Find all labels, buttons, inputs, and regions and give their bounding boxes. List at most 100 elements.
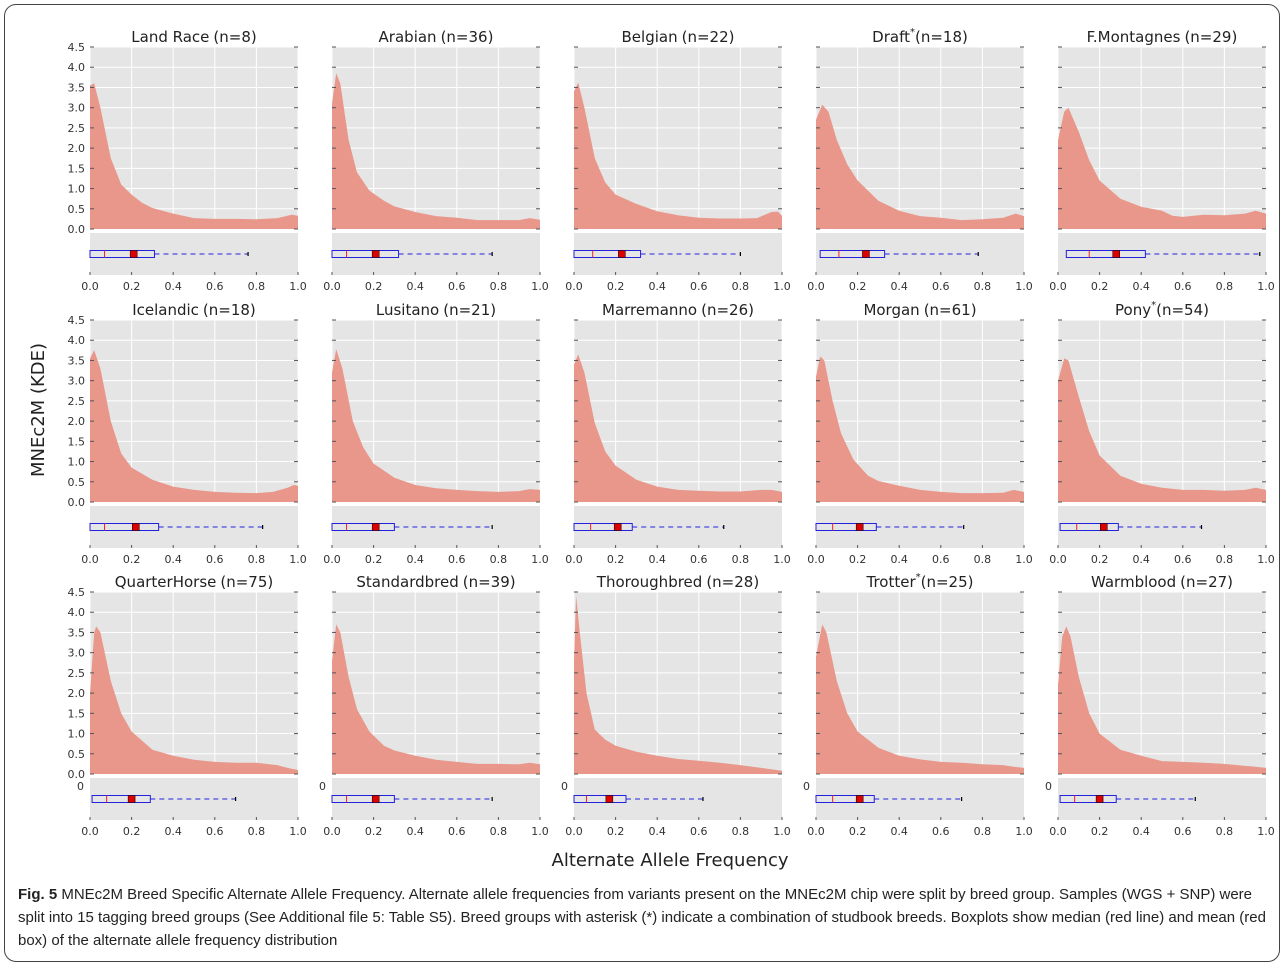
x-tick-label: 0.4 xyxy=(164,553,182,566)
x-tick-label: 0.4 xyxy=(890,280,908,293)
x-tick-label: 0.2 xyxy=(365,553,383,566)
x-tick-label: 1.0 xyxy=(773,825,791,838)
boxplot-zero-label: 0 xyxy=(319,780,326,793)
boxplot-box xyxy=(1059,523,1119,531)
x-tick-label: 1.0 xyxy=(1257,280,1275,293)
panel-title-count: (n=75) xyxy=(220,573,273,591)
x-tick-label: 1.0 xyxy=(289,280,307,293)
boxplot-box xyxy=(331,523,395,531)
breed-panel: Belgian (n=22) 0.0 0.2 0.4 0.6 0.8 1.0 xyxy=(565,28,791,293)
panel-title: Marremanno (n=26) xyxy=(602,301,754,319)
breed-panel: Arabian (n=36) 0.0 0.2 0.4 0.6 0.8 1.0 xyxy=(323,28,549,293)
kde-area xyxy=(574,82,782,229)
y-tick-label: 2.5 xyxy=(68,122,86,135)
x-tick-label: 0.0 xyxy=(1049,280,1067,293)
breed-panel: Pony*(n=54) 0.0 0.2 0.4 0.6 0.8 1.0 xyxy=(1049,300,1275,566)
x-tick-label: 0.2 xyxy=(365,280,383,293)
panel-title-breed: Land Race xyxy=(131,28,209,46)
y-tick-label: 2.5 xyxy=(68,667,86,680)
x-tick-label: 1.0 xyxy=(1257,553,1275,566)
boxplot-box xyxy=(89,250,155,258)
panel-title-breed: Icelandic xyxy=(132,301,199,319)
boxplot-mean xyxy=(127,795,136,803)
breed-panel: 0.0 0.5 1.0 1.5 2.0 2.5 3.0 3.5 4.0 4.5 Land Race(… xyxy=(68,28,307,293)
kde-area xyxy=(1058,626,1266,774)
caption-text: MNEc2M Breed Specific Alternate Allele F… xyxy=(18,886,1266,949)
boxplot-mean xyxy=(1095,795,1104,803)
panel-title-breed: F.Montagnes xyxy=(1087,28,1181,46)
panel-title-count: (n=27) xyxy=(1180,573,1233,591)
boxplot-mean xyxy=(855,795,864,803)
boxplot-zero-label: 0 xyxy=(561,780,568,793)
boxplot-mean xyxy=(1112,250,1120,258)
boxplot-box xyxy=(1065,250,1146,258)
x-tick-label: 0.6 xyxy=(1174,553,1192,566)
panel-title-breed: Standardbred xyxy=(356,573,458,591)
x-tick-label: 0.0 xyxy=(565,825,583,838)
panel-title-breed: Lusitano xyxy=(376,301,439,319)
x-tick-label: 0.0 xyxy=(1049,553,1067,566)
x-tick-label: 0.8 xyxy=(1216,553,1234,566)
boxplot-box xyxy=(331,795,395,803)
boxplot-box xyxy=(573,795,627,803)
x-tick-label: 0.8 xyxy=(732,553,750,566)
x-tick-label: 0.8 xyxy=(248,825,266,838)
boxplot-mean xyxy=(129,250,138,258)
x-tick-label: 0.4 xyxy=(1132,280,1150,293)
x-tick-label: 0.2 xyxy=(365,825,383,838)
y-tick-label: 1.0 xyxy=(68,728,86,741)
boxplot-zero-label: 0 xyxy=(803,780,810,793)
x-tick-label: 0.2 xyxy=(849,553,867,566)
kde-area xyxy=(574,354,782,502)
y-tick-label: 4.5 xyxy=(68,586,86,599)
x-tick-label: 0.6 xyxy=(932,280,950,293)
boxplot-box xyxy=(331,250,400,258)
x-tick-label: 0.6 xyxy=(448,553,466,566)
x-tick-label: 0.6 xyxy=(448,280,466,293)
panel-title-count: (n=8) xyxy=(213,28,256,46)
panel-title: Standardbred (n=39) xyxy=(356,573,515,591)
panel-title-breed: Marremanno xyxy=(602,301,697,319)
panel-title-count: (n=18) xyxy=(915,28,968,46)
x-tick-label: 0.2 xyxy=(1091,553,1109,566)
boxplot-area xyxy=(1058,506,1266,548)
x-tick-label: 0.0 xyxy=(323,280,341,293)
breed-panel: Lusitano (n=21) 0.0 0.2 0.4 0.6 0.8 1.0 xyxy=(323,301,549,566)
breed-panel: 0.0 0.5 1.0 1.5 2.0 2.5 3.0 3.5 4.0 4.5 QuarterHor… xyxy=(68,573,307,838)
kde-area xyxy=(90,626,298,774)
boxplot-mean xyxy=(371,795,380,803)
breed-panel: 0.0 0.5 1.0 1.5 2.0 2.5 3.0 3.5 4.0 4.5 Icelandic(… xyxy=(68,301,307,566)
y-tick-label: 0.0 xyxy=(68,496,86,509)
boxplot-area xyxy=(816,233,1024,275)
x-tick-label: 0.8 xyxy=(1216,280,1234,293)
y-tick-label: 4.5 xyxy=(68,314,86,327)
x-tick-label: 0.0 xyxy=(81,553,99,566)
x-tick-label: 0.8 xyxy=(732,280,750,293)
y-tick-label: 4.0 xyxy=(68,606,86,619)
boxplot-mean xyxy=(613,523,622,531)
x-tick-label: 0.4 xyxy=(890,553,908,566)
panel-title: Pony*(n=54) xyxy=(1115,300,1209,319)
kde-area xyxy=(1058,107,1266,229)
x-tick-label: 1.0 xyxy=(773,280,791,293)
y-tick-label: 3.5 xyxy=(68,354,86,367)
x-tick-label: 0.8 xyxy=(974,553,992,566)
y-tick-label: 4.0 xyxy=(68,61,86,74)
caption-label: Fig. 5 xyxy=(18,886,58,903)
y-tick-label: 1.0 xyxy=(68,456,86,469)
x-tick-label: 0.4 xyxy=(1132,825,1150,838)
x-tick-label: 0.2 xyxy=(849,280,867,293)
x-tick-label: 1.0 xyxy=(1015,553,1033,566)
x-tick-label: 0.8 xyxy=(1216,825,1234,838)
x-tick-label: 0.0 xyxy=(807,280,825,293)
kde-area xyxy=(816,104,1024,229)
panel-title-breed: Trotter xyxy=(865,573,916,591)
y-tick-label: 0.5 xyxy=(68,748,86,761)
boxplot-box xyxy=(819,250,886,258)
x-tick-label: 0.2 xyxy=(607,280,625,293)
breed-panel: Trotter*(n=25) 0 0.0 0.2 0.4 0.6 0.8 1.0 xyxy=(803,572,1033,838)
y-tick-label: 3.5 xyxy=(68,81,86,94)
breed-panel: Standardbred (n=39) 0 0.0 0.2 0.4 0.6 0.8 1.0 xyxy=(319,573,549,838)
x-tick-label: 0.6 xyxy=(206,280,224,293)
